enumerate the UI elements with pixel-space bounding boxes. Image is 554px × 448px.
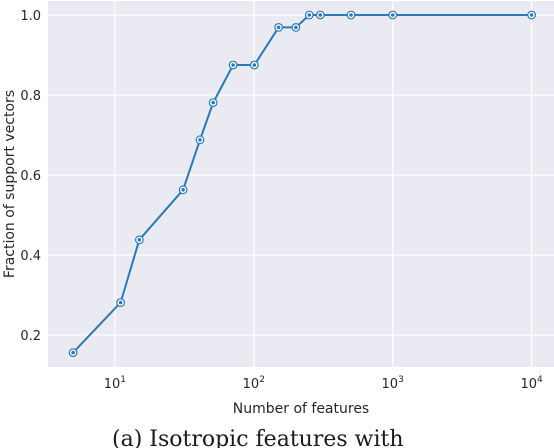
y-tick-labels: 0.2 0.4 0.6 0.8 1.0 xyxy=(20,9,41,344)
y-tick-label: 1.0 xyxy=(20,9,41,24)
data-point-core xyxy=(137,238,142,242)
x-tick-base: 10 xyxy=(104,377,121,392)
x-tick-base: 10 xyxy=(520,377,537,392)
data-point-core xyxy=(349,13,353,17)
x-tick-labels: 101 102 103 104 xyxy=(104,375,543,392)
x-tick-label: 103 xyxy=(382,375,404,392)
x-tick-label: 102 xyxy=(243,375,265,392)
series-layer xyxy=(68,10,536,358)
data-point-core xyxy=(252,63,257,67)
figure-caption: (a) Isotropic features with xyxy=(112,427,404,448)
data-point-core xyxy=(71,350,75,355)
y-tick-label: 0.6 xyxy=(20,169,41,184)
data-point-core xyxy=(198,138,202,142)
x-tick-exponent: 3 xyxy=(398,375,404,385)
x-tick-base: 10 xyxy=(243,377,260,392)
data-point-core xyxy=(118,300,123,305)
x-axis-title: Number of features xyxy=(233,401,369,417)
x-tick-exponent: 2 xyxy=(259,375,265,385)
data-point-core xyxy=(318,13,323,17)
x-tick-base: 10 xyxy=(382,377,399,392)
plot-area xyxy=(48,1,554,367)
data-point-core xyxy=(294,25,298,30)
data-point-core xyxy=(181,188,185,192)
data-point-core xyxy=(276,25,281,30)
y-tick-label: 0.2 xyxy=(20,329,41,344)
data-point-core xyxy=(307,13,312,17)
data-point-core xyxy=(390,13,395,17)
y-axis-title: Fraction of support vectors xyxy=(2,90,18,278)
x-tick-exponent: 4 xyxy=(537,375,543,385)
x-tick-label: 104 xyxy=(520,375,543,392)
x-tick-label: 101 xyxy=(104,375,126,392)
data-point-core xyxy=(211,100,215,105)
data-point-core xyxy=(529,13,534,17)
y-tick-label: 0.4 xyxy=(20,249,41,264)
data-point-core xyxy=(231,63,235,67)
x-tick-exponent: 1 xyxy=(120,375,126,385)
y-tick-label: 0.8 xyxy=(20,89,41,104)
